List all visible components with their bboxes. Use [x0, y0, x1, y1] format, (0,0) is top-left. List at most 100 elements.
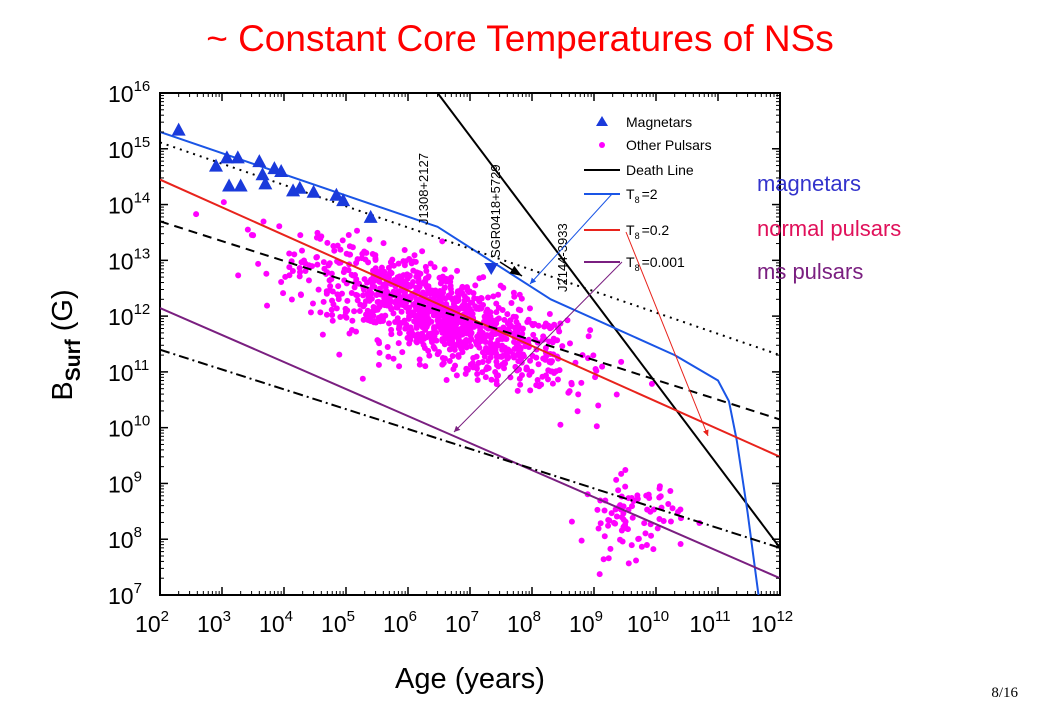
- pulsar-point: [613, 476, 620, 483]
- pulsar-point: [578, 537, 585, 544]
- pulsar-point: [309, 300, 316, 307]
- pulsar-point: [542, 345, 549, 352]
- pulsar-point: [463, 330, 470, 337]
- y-tick-label: 1015: [108, 134, 150, 163]
- pulsar-point: [518, 372, 525, 379]
- pulsar-point: [398, 308, 405, 315]
- pulsar-point: [618, 527, 625, 534]
- magnetar-point: [171, 122, 186, 136]
- pulsar-point: [417, 270, 424, 277]
- pulsar-point: [323, 311, 330, 318]
- pulsar-point: [378, 264, 385, 271]
- pulsar-point: [510, 313, 517, 320]
- pulsar-point: [375, 314, 382, 321]
- pulsar-point: [490, 293, 497, 300]
- x-axis-label: Age (years): [395, 663, 545, 695]
- pulsar-point: [557, 421, 564, 428]
- pulsar-point: [391, 299, 398, 306]
- pulsar-point: [406, 304, 413, 311]
- pulsar-point: [505, 354, 512, 361]
- pulsar-point: [422, 263, 429, 270]
- pulsar-point: [453, 372, 460, 379]
- pulsar-point: [388, 331, 395, 338]
- pulsar-point: [590, 352, 597, 359]
- pulsar-point: [296, 273, 303, 280]
- pulsar-point: [538, 381, 545, 388]
- pulsar-point: [615, 487, 622, 494]
- t8-0-2-line: [160, 178, 780, 458]
- arrow-ms-pulsars: [453, 261, 623, 433]
- y-axis-label-main: B: [47, 381, 79, 400]
- pulsar-point: [593, 423, 600, 430]
- pulsar-point: [317, 235, 324, 242]
- pulsar-point: [351, 284, 358, 291]
- pulsar-point: [527, 387, 534, 394]
- pulsar-point: [335, 296, 342, 303]
- pulsar-point: [511, 293, 518, 300]
- pulsar-point: [421, 298, 428, 305]
- pulsar-point: [648, 532, 655, 539]
- pulsar-point: [517, 307, 524, 314]
- pulsar-point: [356, 307, 363, 314]
- x-tick-label: 1012: [751, 608, 793, 637]
- pulsar-point: [618, 514, 625, 521]
- pulsar-point: [501, 359, 508, 366]
- magnetar-point: [292, 180, 307, 194]
- pulsar-point: [642, 530, 649, 537]
- pulsar-point: [335, 283, 342, 290]
- x-tick-label: 107: [445, 608, 479, 637]
- pulsar-point: [650, 546, 657, 553]
- pulsar-point: [447, 346, 454, 353]
- x-tick-label: 104: [259, 608, 293, 637]
- pulsar-point: [282, 273, 289, 280]
- y-tick-label: 1010: [108, 413, 150, 442]
- pulsar-point: [514, 387, 521, 394]
- pulsar-point: [345, 231, 352, 238]
- pulsar-point: [413, 339, 420, 346]
- magnetar-point: [306, 184, 321, 198]
- x-tick-label: 1010: [627, 608, 669, 637]
- pulsar-point: [317, 309, 324, 316]
- legend-magnetars-label: Magnetars: [626, 114, 692, 130]
- pulsar-point: [399, 349, 406, 356]
- pulsar-point: [608, 510, 615, 517]
- pulsar-point: [441, 266, 448, 273]
- pulsar-point: [629, 503, 636, 510]
- pulsar-point: [600, 556, 607, 563]
- pulsar-point: [411, 252, 418, 259]
- pulsar-point: [297, 232, 304, 239]
- pulsar-point: [481, 335, 488, 342]
- pulsar-point: [300, 257, 307, 264]
- pulsar-point: [677, 506, 684, 513]
- pulsar-point: [401, 317, 408, 324]
- pulsar-point: [419, 248, 426, 255]
- pulsar-point: [379, 317, 386, 324]
- pulsar-point: [374, 337, 381, 344]
- pulsar-point: [354, 297, 361, 304]
- pulsar-point: [450, 296, 457, 303]
- pulsar-point: [410, 267, 417, 274]
- pulsar-point: [396, 330, 403, 337]
- pulsar-point: [479, 358, 486, 365]
- pulsar-point: [498, 343, 505, 350]
- dotted-reference-line: [160, 141, 780, 357]
- pulsar-points: [193, 199, 703, 578]
- pulsar-point: [371, 284, 378, 291]
- pulsar-point: [530, 331, 537, 338]
- pulsar-point: [330, 242, 337, 249]
- pulsar-point: [599, 363, 606, 370]
- pulsar-point: [547, 368, 554, 375]
- pulsar-point: [504, 311, 511, 318]
- pulsar-point: [346, 330, 353, 337]
- pulsar-point: [384, 344, 391, 351]
- pulsar-point: [407, 324, 414, 331]
- pulsar-point: [438, 290, 445, 297]
- normal-pulsars-label: normal pulsars: [757, 216, 902, 241]
- pulsar-point: [550, 335, 557, 342]
- pulsar-point: [263, 270, 270, 277]
- x-tick-label: 106: [383, 608, 417, 637]
- magnetar-point: [363, 209, 378, 223]
- model-lines: [160, 93, 780, 595]
- pulsar-point: [542, 356, 549, 363]
- pulsar-point: [495, 304, 502, 311]
